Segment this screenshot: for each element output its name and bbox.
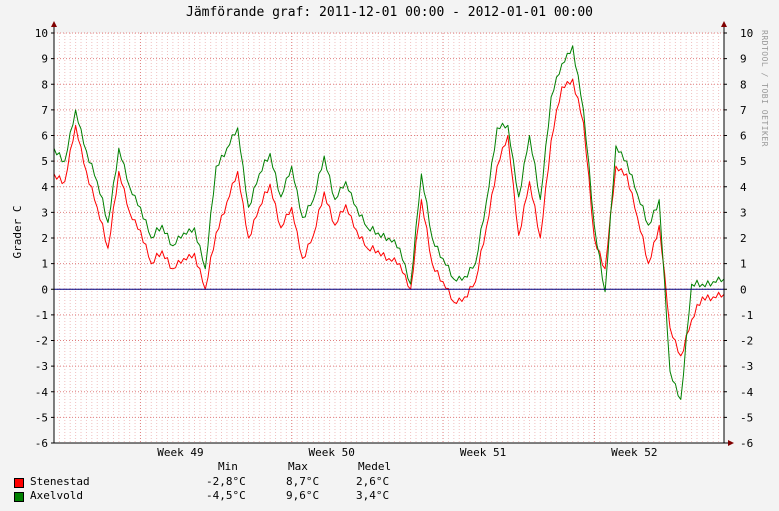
y-tick-label-left: 7 <box>41 104 48 117</box>
y-axis-right-arrow-icon <box>721 21 727 27</box>
legend-max-stenestad: 8,7°C <box>286 475 320 488</box>
x-tick-label: Week 51 <box>460 446 506 459</box>
watermark-text: RRDTOOL / TOBI OETIKER <box>760 30 769 147</box>
y-tick-label-right: 1 <box>740 258 747 271</box>
y-tick-label-left: 8 <box>41 78 48 91</box>
y-tick-label-right: -6 <box>740 437 753 450</box>
y-tick-label-left: -1 <box>35 309 48 322</box>
y-tick-label-right: 2 <box>740 232 747 245</box>
x-tick-label: Week 52 <box>611 446 657 459</box>
y-tick-label-right: -5 <box>740 411 753 424</box>
y-tick-label-left: 10 <box>35 27 48 40</box>
y-tick-label-right: 5 <box>740 155 747 168</box>
legend-min-axelvold: -4,5°C <box>206 489 246 502</box>
y-tick-label-right: 10 <box>740 27 753 40</box>
y-tick-label-left: -3 <box>35 360 48 373</box>
legend-name-axelvold: Axelvold <box>30 489 83 502</box>
y-tick-label-right: 8 <box>740 78 747 91</box>
legend-header-max: Max <box>288 460 308 473</box>
y-tick-label-right: -1 <box>740 309 753 322</box>
y-tick-label-left: 1 <box>41 258 48 271</box>
y-tick-label-left: -4 <box>35 386 49 399</box>
y-tick-label-right: 3 <box>740 206 747 219</box>
y-tick-label-right: 7 <box>740 104 747 117</box>
y-tick-label-left: 0 <box>41 283 48 296</box>
legend-max-axelvold: 9,6°C <box>286 489 320 502</box>
y-tick-label-left: -2 <box>35 335 48 348</box>
y-tick-label-left: 4 <box>41 181 48 194</box>
chart-title: Jämförande graf: 2011-12-01 00:00 - 2012… <box>186 5 593 20</box>
legend-header-min: Min <box>218 460 238 473</box>
y-tick-label-right: -4 <box>740 386 754 399</box>
y-tick-label-right: 4 <box>740 181 747 194</box>
y-axis-left-arrow-icon <box>51 21 57 27</box>
axes: -6 -6 -5 -5 -4 -4 -3 -3 -2 -2 -1 -1 0 0 1 1 2 2 3 3 4 4 5 5 6 6 7 7… <box>35 21 754 459</box>
y-tick-label-left: -6 <box>35 437 48 450</box>
y-tick-label-left: -5 <box>35 411 48 424</box>
y-tick-label-left: 6 <box>41 130 48 143</box>
grid <box>54 32 724 444</box>
legend-header-mean: Medel <box>358 460 392 473</box>
y-tick-label-left: 3 <box>41 206 48 219</box>
x-axis-arrow-icon <box>728 440 734 446</box>
legend-mean-axelvold: 3,4°C <box>356 489 390 502</box>
series-line-stenestad <box>53 78 725 357</box>
legend-mean-stenestad: 2,6°C <box>356 475 390 488</box>
y-tick-label-left: 2 <box>41 232 48 245</box>
y-tick-label-right: -2 <box>740 335 753 348</box>
series-line-axelvold <box>53 45 725 400</box>
legend-name-stenestad: Stenestad <box>30 475 90 488</box>
x-tick-label: Week 50 <box>309 446 355 459</box>
y-tick-label-right: 9 <box>740 53 747 66</box>
legend-swatch-stenestad <box>14 478 24 488</box>
legend-row-axelvold: Axelvold -4,5°C 9,6°C 3,4°C <box>0 489 420 503</box>
y-tick-label-right: -3 <box>740 360 753 373</box>
y-tick-label-right: 6 <box>740 130 747 143</box>
y-tick-label-left: 5 <box>41 155 48 168</box>
y-tick-label-left: 9 <box>41 53 48 66</box>
series-lines <box>53 45 725 400</box>
y-tick-label-right: 0 <box>740 283 747 296</box>
legend-min-stenestad: -2,8°C <box>206 475 246 488</box>
legend-header-row: Min Max Medel <box>0 460 420 474</box>
legend-swatch-axelvold <box>14 492 24 502</box>
x-tick-label: Week 49 <box>157 446 203 459</box>
legend-row-stenestad: Stenestad -2,8°C 8,7°C 2,6°C <box>0 475 420 489</box>
